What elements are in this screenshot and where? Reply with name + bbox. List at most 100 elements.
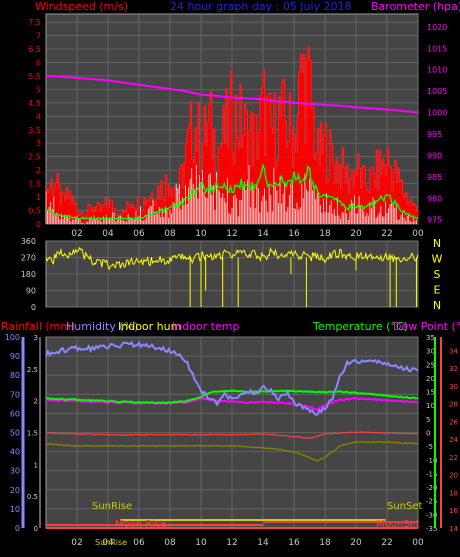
gust-bar (75, 205, 78, 224)
gust-bar (325, 123, 327, 224)
indoor-tick-label: 14 (449, 525, 458, 533)
wind-axis-title: Windspeed (m/s) (35, 0, 128, 13)
chart-title: 24 hour graph day : 05 July 2018 (170, 0, 352, 13)
barometer-line (45, 74, 419, 114)
gust-bar (382, 159, 385, 224)
gust-bar (259, 95, 262, 224)
gust-bar (201, 169, 203, 224)
x-tick-label-top: 02 (71, 229, 82, 239)
gust-bar (58, 183, 61, 224)
wind-tick-label: 7 (36, 32, 41, 41)
humidity-tick-label: 0 (15, 524, 20, 533)
wind-tick-label: 4.5 (28, 99, 41, 108)
gust-bar (98, 204, 101, 224)
gust-bar (222, 105, 225, 224)
baro-tick-label: 980 (427, 194, 442, 203)
gust-bar (143, 197, 146, 224)
gust-bar (188, 124, 191, 224)
gust-bar (334, 183, 337, 224)
dew-point-line (45, 396, 419, 411)
gust-bar (383, 165, 386, 224)
gust-bar (343, 166, 346, 224)
gust-bar (366, 190, 369, 224)
gust-bar (182, 188, 185, 224)
gust-bar (266, 97, 268, 224)
gust-bar (371, 167, 374, 224)
gust-bar (117, 215, 120, 224)
gust-bar (73, 203, 76, 224)
gust-bar (218, 147, 220, 224)
gust-bar (101, 205, 104, 224)
gust-bar (272, 133, 275, 224)
gust-bar (165, 174, 168, 224)
axis-labels: 0202040406060808101012121414161618182020… (5, 18, 459, 548)
legend-humidity: Humidity (%) (66, 320, 138, 333)
x-tick-label-bottom: 14 (257, 538, 269, 548)
indoor-tick-label: 20 (449, 472, 458, 480)
wind-tick-label: 0 (36, 220, 41, 229)
rain-tick-label: 3 (34, 334, 38, 342)
gust-bar (185, 142, 188, 224)
gust-bar (267, 94, 270, 225)
x-tick-label-bottom: 00 (412, 538, 424, 548)
x-tick-label-bottom: 16 (288, 538, 300, 548)
gust-bar (351, 171, 354, 224)
x-tick-label-top: 00 (412, 229, 424, 239)
gust-bar (408, 201, 411, 224)
gust-bar (56, 173, 59, 224)
temp-tick-label: -5 (426, 443, 433, 451)
baro-tick-label: 1005 (427, 87, 447, 96)
gust-bar (179, 168, 182, 224)
gust-bar (399, 182, 402, 224)
gust-bar (411, 205, 414, 224)
gust-bar (402, 193, 405, 224)
gust-bar (397, 167, 400, 224)
compass-label: E (434, 284, 441, 297)
gust-bar (208, 104, 211, 224)
gust-bar (72, 195, 75, 224)
humidity-tick-label: 60 (10, 409, 20, 418)
gust-bar (111, 200, 113, 224)
gust-bar (376, 150, 378, 224)
gust-bar (306, 58, 309, 224)
gust-bar (160, 180, 163, 224)
gust-bar (249, 130, 251, 224)
gust-bar (261, 87, 264, 224)
gust-bar (414, 205, 417, 224)
gust-bar (67, 198, 70, 224)
gust-bar (374, 187, 377, 224)
gust-bar (132, 207, 135, 224)
temp-tick-label: -20 (426, 484, 437, 492)
gust-bar (298, 71, 301, 224)
x-tick-label-top: 14 (257, 229, 269, 239)
gust-bar (244, 104, 247, 224)
gust-bar (166, 184, 169, 224)
wind-tick-label: 7.5 (28, 18, 41, 27)
x-tick-label-bottom: 02 (71, 538, 82, 548)
gust-bar (100, 211, 102, 224)
gust-bar (142, 210, 144, 224)
gust-bar (247, 174, 250, 224)
moonset-label: MoonSet (376, 519, 420, 530)
gust-bar (112, 210, 115, 224)
gust-bar (275, 168, 278, 224)
gust-bar (162, 197, 164, 224)
gust-bar (292, 167, 295, 224)
gust-bar (337, 182, 340, 224)
gust-bar (224, 143, 226, 224)
gust-bar (70, 202, 73, 224)
gust-bar (307, 46, 310, 224)
gust-bar (190, 101, 192, 224)
gust-bar (205, 145, 208, 224)
gust-bar (314, 159, 316, 224)
gust-bar (77, 211, 79, 224)
gust-bar (108, 207, 110, 224)
gust-bar (126, 201, 129, 224)
legend-indoor-temp: Indoor temp (172, 320, 239, 333)
gust-bar (221, 143, 223, 224)
gust-bar (154, 204, 157, 224)
gust-bar (225, 88, 228, 225)
indoor-tick-label: 26 (449, 418, 458, 426)
gust-bar (283, 79, 285, 224)
gust-bar (202, 141, 205, 224)
